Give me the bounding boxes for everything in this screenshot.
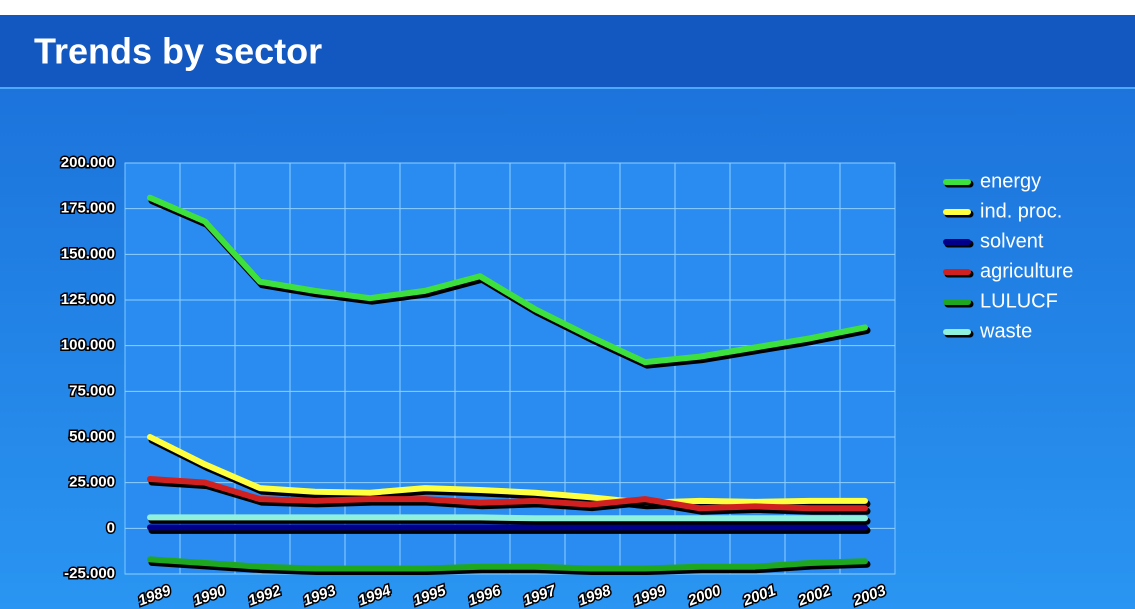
y-tick-label: 75.000 <box>69 382 115 399</box>
series-line <box>147 434 868 506</box>
y-tick-label: 175.000 <box>61 200 115 217</box>
legend-label: energy <box>980 170 1041 192</box>
y-tick-label: 100.000 <box>61 337 115 354</box>
chart-title: Trends by sector <box>34 31 322 72</box>
series-line <box>147 476 868 512</box>
legend-label: agriculture <box>980 260 1073 282</box>
y-tick-label: 50.000 <box>69 428 115 445</box>
series-line <box>147 194 868 366</box>
title-bar <box>0 15 1135 88</box>
y-tick-label: 25.000 <box>69 474 115 491</box>
y-tick-label: -25.000 <box>64 565 115 582</box>
legend-label: waste <box>979 320 1032 342</box>
legend-label: ind. proc. <box>980 200 1062 222</box>
y-tick-label: 0 <box>107 519 115 536</box>
series-line <box>147 514 868 522</box>
legend-label: solvent <box>980 230 1044 252</box>
legend-label: LULUCF <box>980 290 1058 312</box>
y-tick-label: 200.000 <box>61 154 115 171</box>
y-tick-label: 125.000 <box>61 291 115 308</box>
y-tick-label: 150.000 <box>61 245 115 262</box>
series-line <box>147 556 868 572</box>
